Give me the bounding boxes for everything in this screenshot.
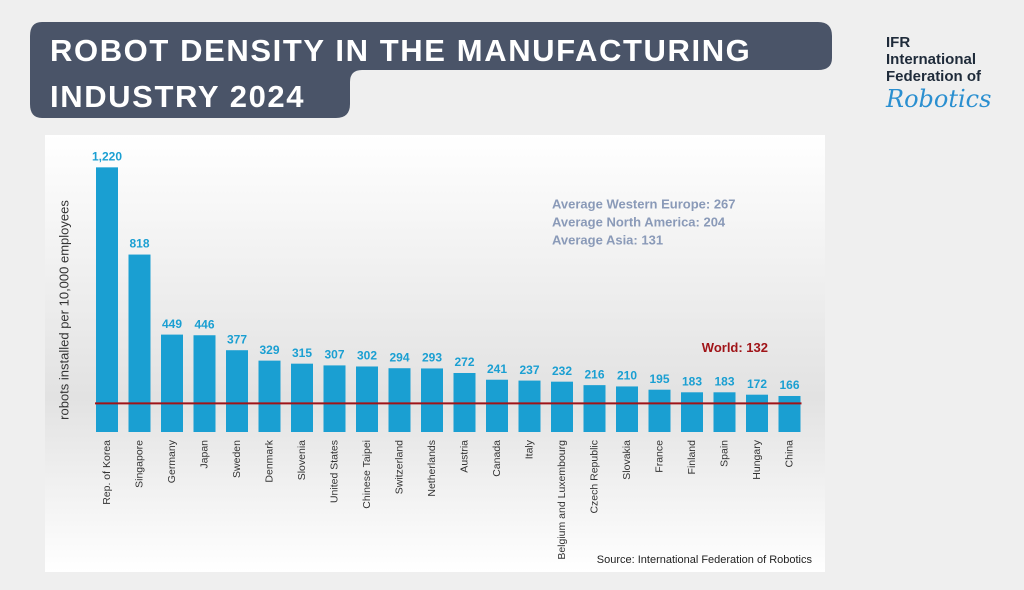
bar xyxy=(96,167,118,432)
bar xyxy=(778,395,801,432)
logo: IFR International Federation of Robotics xyxy=(886,34,991,113)
x-tick-label: Italy xyxy=(523,439,535,459)
data-label: 272 xyxy=(454,355,474,369)
annotation: Average Western Europe: 267 xyxy=(552,196,736,211)
data-label: 307 xyxy=(324,348,344,362)
data-label: 237 xyxy=(519,363,539,377)
x-tick-label: Czech Republic xyxy=(588,440,600,514)
x-tick-label: Finland xyxy=(686,440,698,475)
banner-shape xyxy=(30,22,832,118)
bar xyxy=(388,368,411,432)
chart-title: ROBOT DENSITY IN THE MANUFACTURING INDUS… xyxy=(50,33,752,114)
data-label: 302 xyxy=(357,349,377,363)
bar xyxy=(681,392,703,432)
data-label: 183 xyxy=(682,374,702,388)
bar xyxy=(258,360,281,432)
bar xyxy=(356,366,378,432)
bar xyxy=(648,389,671,432)
x-tick-label: China xyxy=(783,440,795,468)
data-label: 294 xyxy=(389,350,409,364)
x-tick-label: Hungary xyxy=(751,439,763,479)
x-tick-label: Spain xyxy=(718,440,730,467)
bar xyxy=(161,334,183,432)
bar xyxy=(421,368,443,432)
data-label: 183 xyxy=(714,374,734,388)
x-tick-label: Rep. of Korea xyxy=(101,440,113,505)
data-label: 216 xyxy=(584,367,604,381)
logo-text: International xyxy=(886,51,977,68)
data-label: 293 xyxy=(422,351,442,365)
bar xyxy=(323,365,346,432)
data-label: 210 xyxy=(617,369,637,383)
x-tick-label: Belgium and Luxembourg xyxy=(556,440,568,560)
x-tick-label: Netherlands xyxy=(426,440,438,497)
data-label: 232 xyxy=(552,364,572,378)
x-tick-label: Switzerland xyxy=(393,440,405,494)
data-label: 195 xyxy=(649,372,669,386)
x-tick-label: United States xyxy=(328,440,340,503)
data-label: 241 xyxy=(487,362,507,376)
bar xyxy=(193,335,216,432)
logo-script: Robotics xyxy=(886,85,992,113)
x-tick-label: Slovakia xyxy=(621,440,633,480)
data-label: 329 xyxy=(259,343,279,357)
y-axis-label: robots installed per 10,000 employees xyxy=(56,200,71,420)
data-label: 315 xyxy=(292,346,312,360)
x-tick-label: Germany xyxy=(166,439,178,483)
source: Source: International Federation of Robo… xyxy=(597,554,813,566)
bar xyxy=(746,394,768,432)
data-label: 449 xyxy=(162,317,182,331)
logo-text: IFR xyxy=(886,34,911,51)
bar xyxy=(518,380,541,432)
annotation: Average Asia: 131 xyxy=(552,232,663,247)
bar xyxy=(583,385,606,432)
data-label: 377 xyxy=(227,332,247,346)
data-label: 446 xyxy=(194,317,214,331)
bar xyxy=(616,386,638,432)
x-tick-label: Japan xyxy=(198,440,210,469)
reference-label: World: 132 xyxy=(702,340,768,355)
x-tick-label: Denmark xyxy=(263,439,275,482)
bar xyxy=(226,350,248,432)
data-label: 172 xyxy=(747,377,767,391)
annotation: Average North America: 204 xyxy=(552,214,726,229)
bar xyxy=(128,254,151,432)
bar xyxy=(713,392,736,432)
x-tick-label: Canada xyxy=(491,440,503,477)
data-label: 1,220 xyxy=(92,150,122,164)
bar xyxy=(551,381,573,432)
bar xyxy=(486,379,508,432)
x-tick-label: Austria xyxy=(458,440,470,473)
logo-text: Federation of xyxy=(886,68,982,85)
bar xyxy=(291,363,313,432)
x-tick-label: Singapore xyxy=(133,440,145,488)
x-tick-label: Sweden xyxy=(231,440,243,478)
x-tick-label: Chinese Taipei xyxy=(361,440,373,509)
data-label: 818 xyxy=(129,237,149,251)
x-tick-label: Slovenia xyxy=(296,440,308,480)
x-tick-label: France xyxy=(653,440,665,473)
data-label: 166 xyxy=(779,378,799,392)
